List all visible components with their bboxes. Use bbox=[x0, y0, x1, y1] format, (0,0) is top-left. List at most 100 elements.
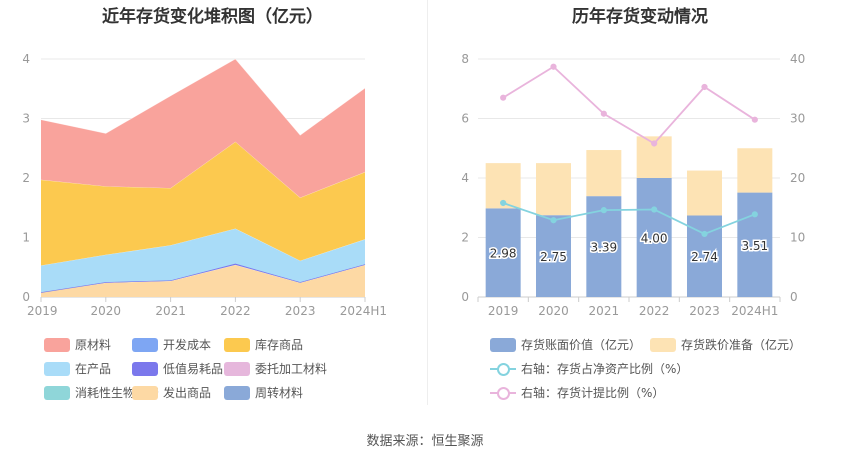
left-x-tick-label: 2024H1 bbox=[340, 304, 387, 318]
bar-impairment bbox=[586, 150, 622, 197]
legend-label: 开发成本 bbox=[163, 338, 212, 352]
legend-swatch bbox=[490, 337, 516, 352]
point-net-asset-ratio bbox=[500, 199, 507, 207]
right-y-left-tick-label: 4 bbox=[461, 171, 469, 185]
bar-book-value bbox=[536, 215, 571, 297]
point-provision-ratio bbox=[701, 83, 708, 91]
line-net-asset-ratio bbox=[502, 202, 756, 235]
legend-swatch bbox=[44, 385, 70, 400]
right-y-left-tick-label: 8 bbox=[461, 52, 469, 66]
right-legend-item[interactable]: 右轴：存货占净资产比例（%） bbox=[490, 360, 688, 377]
bar-data-label: 2.75 bbox=[540, 250, 567, 264]
point-net-asset-ratio bbox=[651, 206, 658, 213]
left-legend-item[interactable]: 低值易耗品 bbox=[132, 360, 223, 377]
right-legend-item[interactable]: 存货跌价准备（亿元） bbox=[650, 336, 801, 353]
right-x-tick-label: 2020 bbox=[538, 304, 569, 318]
right-y-left-tick-label: 2 bbox=[461, 231, 469, 245]
left-y-tick-label: 4 bbox=[22, 52, 30, 66]
left-legend-item[interactable]: 开发成本 bbox=[132, 336, 211, 353]
left-x-tick-label: 2020 bbox=[91, 304, 122, 318]
right-x-tick-label: 2022 bbox=[639, 304, 670, 318]
point-net-asset-ratio bbox=[751, 211, 758, 218]
left-legend-item[interactable]: 在产品 bbox=[44, 360, 111, 377]
area-series-0 bbox=[41, 264, 365, 297]
legend-swatch bbox=[224, 361, 250, 376]
legend-swatch bbox=[44, 337, 70, 352]
point-provision-ratio bbox=[550, 63, 557, 70]
legend-label: 库存商品 bbox=[255, 338, 304, 352]
left-x-tick-label: 2023 bbox=[285, 304, 316, 318]
legend-label: 在产品 bbox=[75, 362, 112, 376]
legend-swatch bbox=[224, 385, 250, 400]
bar-data-label: 3.39 bbox=[590, 241, 617, 255]
legend-swatch bbox=[490, 386, 516, 400]
point-provision-ratio bbox=[600, 110, 607, 117]
legend-label: 存货账面价值（亿元） bbox=[521, 338, 642, 352]
right-chart-title: 历年存货变动情况 bbox=[572, 7, 708, 27]
left-y-tick-label: 2 bbox=[22, 171, 30, 185]
bar-book-value bbox=[737, 192, 773, 297]
right-y-left-tick-label: 6 bbox=[461, 112, 469, 126]
panel-divider bbox=[427, 0, 428, 405]
legend-label: 存货跌价准备（亿元） bbox=[681, 338, 802, 352]
legend-swatch bbox=[490, 362, 516, 376]
legend-label: 右轴：存货占净资产比例（%） bbox=[521, 362, 689, 376]
legend-swatch bbox=[132, 385, 158, 400]
left-legend-item[interactable]: 周转材料 bbox=[224, 384, 303, 401]
legend-label: 低值易耗品 bbox=[163, 362, 224, 376]
line-provision-ratio bbox=[502, 65, 756, 145]
point-net-asset-ratio bbox=[550, 217, 557, 224]
point-net-asset-ratio bbox=[701, 230, 708, 238]
left-legend-item[interactable]: 原材料 bbox=[44, 336, 111, 353]
point-provision-ratio bbox=[651, 140, 658, 147]
left-x-tick-label: 2022 bbox=[220, 304, 251, 318]
left-y-tick-label: 3 bbox=[22, 112, 30, 126]
right-y-left-tick-label: 0 bbox=[461, 290, 469, 304]
right-x-tick-label: 2019 bbox=[488, 304, 519, 318]
legend-label: 周转材料 bbox=[255, 386, 304, 400]
right-legend-item[interactable]: 存货账面价值（亿元） bbox=[490, 336, 641, 353]
legend-label: 原材料 bbox=[75, 338, 112, 352]
left-legend-item[interactable]: 委托加工材料 bbox=[224, 360, 327, 377]
left-y-tick-label: 0 bbox=[22, 290, 30, 304]
right-y-right-tick-label: 40 bbox=[790, 52, 805, 66]
data-source: 数据来源：恒生聚源 bbox=[366, 434, 484, 449]
left-chart-title: 近年存货变化堆积图（亿元） bbox=[102, 7, 323, 27]
bar-data-label: 4.00 bbox=[641, 232, 668, 246]
area-series-2 bbox=[41, 228, 365, 293]
bar-impairment bbox=[687, 170, 722, 216]
area-series-3 bbox=[41, 141, 365, 266]
left-x-tick-label: 2021 bbox=[155, 304, 186, 318]
left-y-tick-label: 1 bbox=[22, 231, 30, 245]
point-net-asset-ratio bbox=[600, 207, 607, 214]
bar-data-label: 2.74 bbox=[691, 250, 718, 264]
left-legend-item[interactable]: 发出商品 bbox=[132, 384, 211, 401]
legend-swatch bbox=[224, 337, 250, 352]
legend-label: 委托加工材料 bbox=[255, 362, 328, 376]
right-x-tick-label: 2024H1 bbox=[731, 304, 778, 318]
right-y-right-tick-label: 30 bbox=[790, 112, 805, 126]
legend-swatch bbox=[44, 361, 70, 376]
legend-swatch bbox=[132, 337, 158, 352]
bar-book-value bbox=[485, 208, 521, 297]
left-legend-item[interactable]: 库存商品 bbox=[224, 336, 303, 353]
bar-impairment bbox=[737, 148, 773, 193]
right-legend-item[interactable]: 右轴：存货计提比例（%） bbox=[490, 384, 664, 401]
bar-data-label: 2.98 bbox=[490, 247, 517, 261]
legend-swatch bbox=[650, 337, 676, 352]
area-edge-4 bbox=[40, 58, 366, 136]
bar-impairment bbox=[536, 163, 571, 216]
legend-label: 右轴：存货计提比例（%） bbox=[521, 386, 665, 400]
bar-book-value bbox=[636, 178, 672, 297]
area-series-4 bbox=[41, 59, 365, 198]
right-x-tick-label: 2021 bbox=[589, 304, 620, 318]
right-x-tick-label: 2023 bbox=[689, 304, 720, 318]
bar-data-label: 3.51 bbox=[741, 239, 768, 253]
point-provision-ratio bbox=[751, 116, 758, 123]
point-provision-ratio bbox=[500, 94, 507, 101]
legend-label: 发出商品 bbox=[163, 386, 212, 400]
right-y-right-tick-label: 10 bbox=[790, 231, 805, 245]
left-x-tick-label: 2019 bbox=[27, 304, 58, 318]
legend-swatch bbox=[132, 361, 158, 376]
